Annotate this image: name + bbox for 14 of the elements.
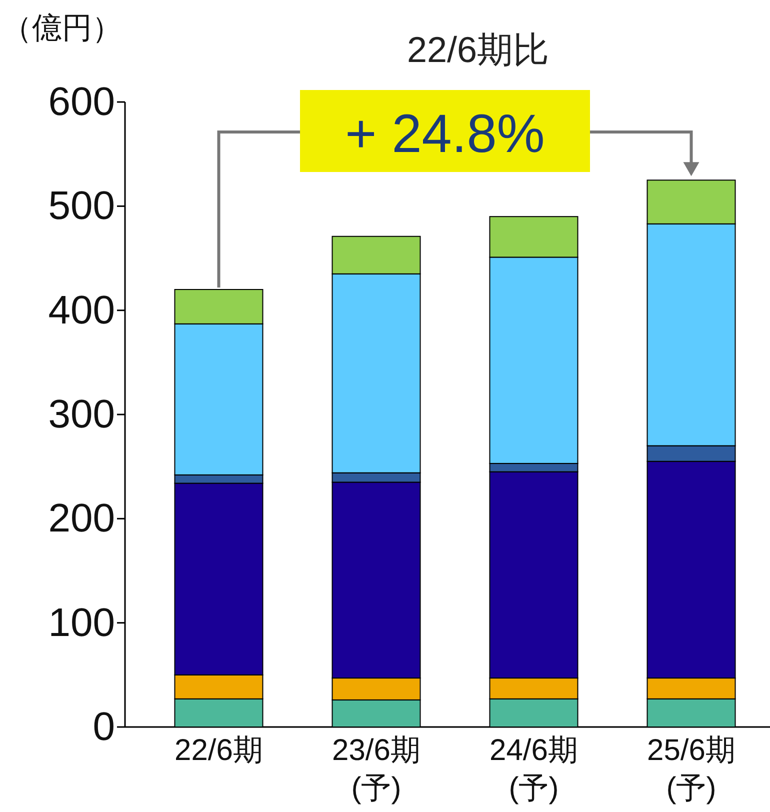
y-tick-label: 0 [92,705,115,749]
y-tick-label: 600 [48,80,115,124]
text: 22/6期比 [406,29,550,70]
y-tick-label: 200 [48,496,115,541]
annotation: + 24.8% [345,104,545,164]
y-tick-label: 300 [48,392,115,436]
y-axis-title: （億円） [2,12,122,45]
x-tick-label: 24/6期 (予) [490,734,578,805]
x-tick-label: 25/6期 (予) [647,734,736,805]
x-tick-label: 22/6期 [174,734,263,767]
x-tick-label: 23/6期 (予) [332,734,420,805]
y-tick-label: 400 [48,288,115,332]
y-tick-label: 500 [48,184,115,228]
y-tick-label: 100 [48,600,115,645]
